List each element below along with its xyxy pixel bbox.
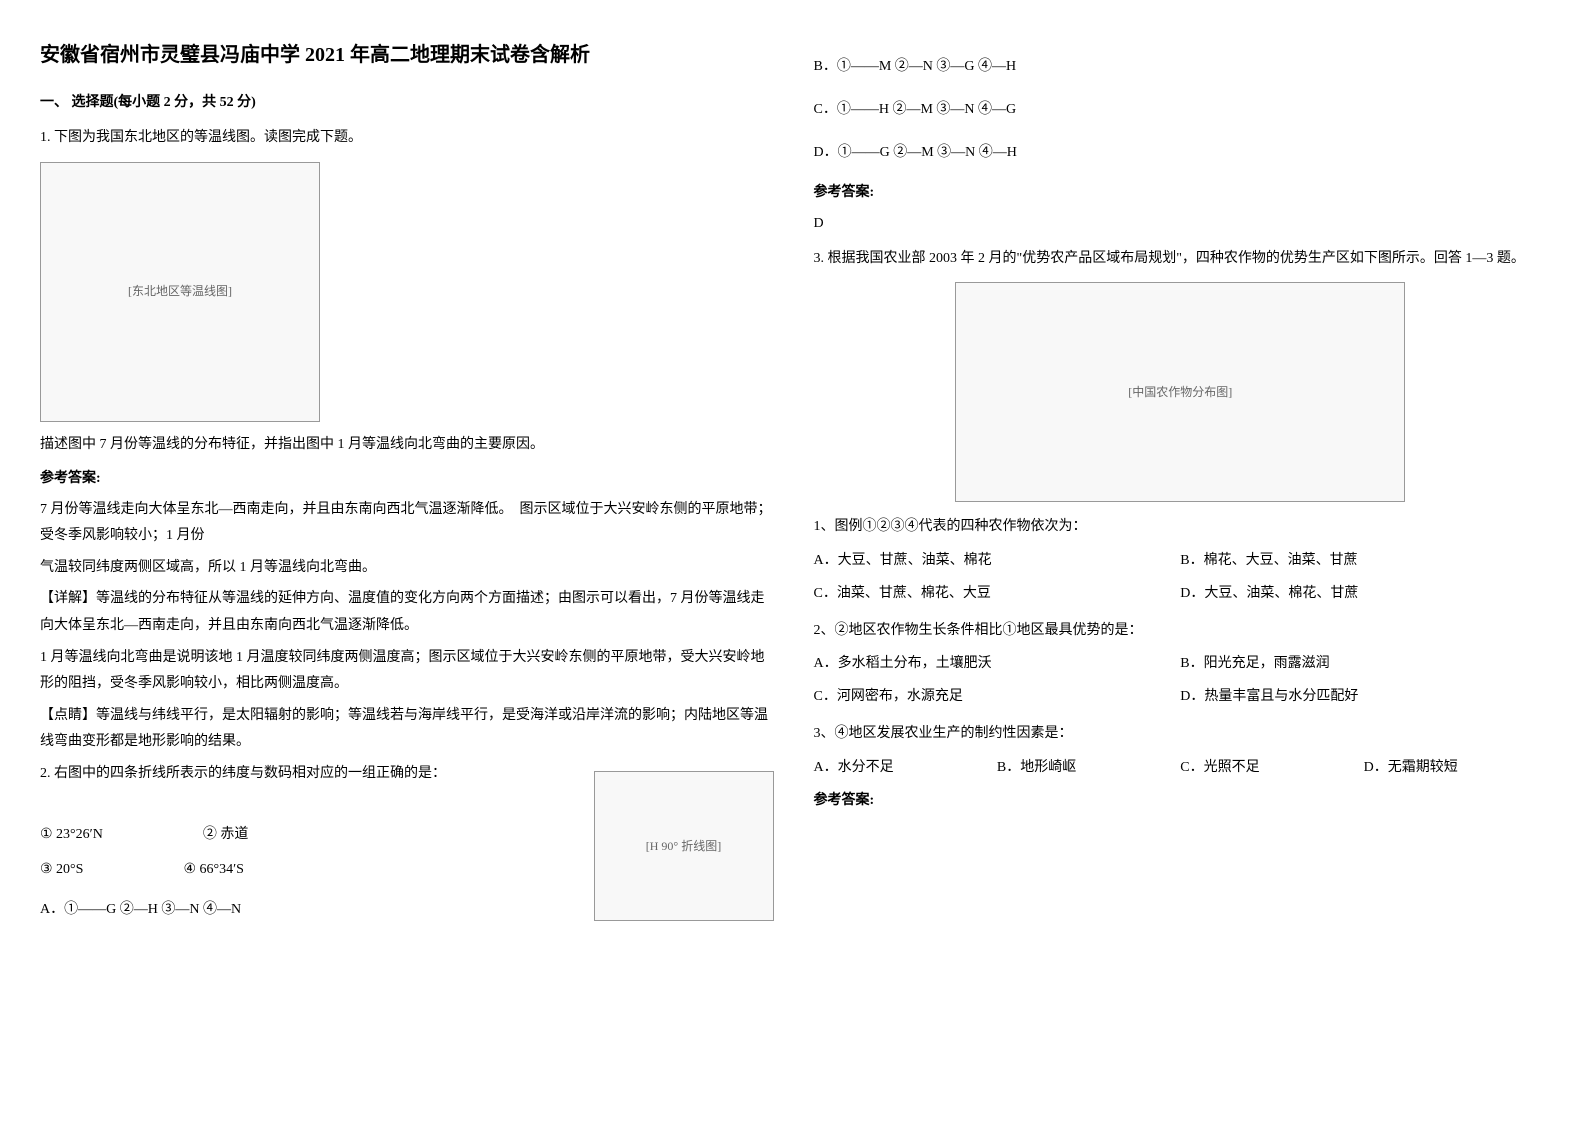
q3-sub3-opt-b: B．地形崎岖: [997, 755, 1180, 780]
q3-sub3-opt-d: D．无霜期较短: [1364, 755, 1547, 780]
q2-options-row-2: ③ 20°S ④ 66°34′S: [40, 857, 584, 884]
q3-sub1-row2: C．油菜、甘蔗、棉花、大豆 D．大豆、油菜、棉花、甘蔗: [814, 581, 1548, 606]
q3-agri-image: [中国农作物分布图]: [955, 282, 1405, 502]
q3-sub1-text: 1、图例①②③④代表的四种农作物依次为：: [814, 514, 1548, 539]
q1-explain-3: 【点睛】等温线与纬线平行，是太阳辐射的影响；等温线若与海岸线平行，是受海洋或沿岸…: [40, 703, 774, 756]
q3-sub2-opt-c: C．河网密布，水源充足: [814, 684, 1181, 709]
q2-opt-d: D．①——G ②—M ③—N ④—H: [814, 138, 1548, 169]
q3-sub3-opt-a: A．水分不足: [814, 755, 997, 780]
q1-explain-1: 【详解】等温线的分布特征从等温线的延伸方向、温度值的变化方向两个方面描述；由图示…: [40, 586, 774, 639]
q3-answer-label: 参考答案:: [814, 788, 1548, 813]
q3-sub1-opt-a: A．大豆、甘蔗、油菜、棉花: [814, 548, 1181, 573]
left-column: 安徽省宿州市灵璧县冯庙中学 2021 年高二地理期末试卷含解析 一、 选择题(每…: [40, 40, 774, 946]
q3-sub2-opt-d: D．热量丰富且与水分匹配好: [1180, 684, 1547, 709]
q2-opt-2: ② 赤道: [203, 822, 249, 849]
q3-sub3-opt-c: C．光照不足: [1180, 755, 1363, 780]
q3-sub1-opt-d: D．大豆、油菜、棉花、甘蔗: [1180, 581, 1547, 606]
q2-opt-b: B．①——M ②—N ③—G ④—H: [814, 52, 1548, 83]
q2-block: [H 90° 折线图] 2. 右图中的四条折线所表示的纬度与数码相对应的一组正确…: [40, 761, 774, 938]
q2-opt-1: ① 23°26′N: [40, 822, 103, 849]
q3-intro: 3. 根据我国农业部 2003 年 2 月的"优势农产品区域布局规划"，四种农作…: [814, 246, 1548, 273]
section-1-header: 一、 选择题(每小题 2 分，共 52 分): [40, 90, 774, 115]
q2-chart-image: [H 90° 折线图]: [594, 771, 774, 921]
q1-explain-2: 1 月等温线向北弯曲是说明该地 1 月温度较同纬度两侧温度高；图示区域位于大兴安…: [40, 645, 774, 698]
q3-sub2-opt-b: B．阳光充足，雨露滋润: [1180, 651, 1547, 676]
q1-answer-2: 气温较同纬度两侧区域高，所以 1 月等温线向北弯曲。: [40, 555, 774, 582]
q2-opt-c: C．①——H ②—M ③—N ④—G: [814, 95, 1548, 126]
right-column: B．①——M ②—N ③—G ④—H C．①——H ②—M ③—N ④—G D．…: [814, 40, 1548, 946]
q3-sub2-row1: A．多水稻土分布，土壤肥沃 B．阳光充足，雨露滋润: [814, 651, 1548, 676]
q2-image-label: [H 90° 折线图]: [646, 835, 721, 858]
q3-sub1-row1: A．大豆、甘蔗、油菜、棉花 B．棉花、大豆、油菜、甘蔗: [814, 548, 1548, 573]
q1-question: 描述图中 7 月份等温线的分布特征，并指出图中 1 月等温线向北弯曲的主要原因。: [40, 432, 774, 459]
q2-opt-4: ④ 66°34′S: [183, 857, 244, 884]
q3-sub1-opt-b: B．棉花、大豆、油菜、甘蔗: [1180, 548, 1547, 573]
q3-sub1-opt-c: C．油菜、甘蔗、棉花、大豆: [814, 581, 1181, 606]
q2-answer-label: 参考答案:: [814, 180, 1548, 205]
q1-answer-label: 参考答案:: [40, 466, 774, 491]
q3-sub2-opt-a: A．多水稻土分布，土壤肥沃: [814, 651, 1181, 676]
q1-image-label: [东北地区等温线图]: [128, 281, 232, 303]
q3-sub2-row2: C．河网密布，水源充足 D．热量丰富且与水分匹配好: [814, 684, 1548, 709]
q2-answer: D: [814, 211, 1548, 236]
q3-image-label: [中国农作物分布图]: [1128, 382, 1232, 404]
q1-answer-1: 7 月份等温线走向大体呈东北—西南走向，并且由东南向西北气温逐渐降低。 图示区域…: [40, 497, 774, 550]
q2-options-row-1: ① 23°26′N ② 赤道: [40, 822, 584, 849]
q1-intro: 1. 下图为我国东北地区的等温线图。读图完成下题。: [40, 125, 774, 152]
q3-sub2-text: 2、②地区农作物生长条件相比①地区最具优势的是：: [814, 618, 1548, 643]
exam-title: 安徽省宿州市灵璧县冯庙中学 2021 年高二地理期末试卷含解析: [40, 40, 774, 70]
q1-map-image: [东北地区等温线图]: [40, 162, 320, 422]
q3-sub3-text: 3、④地区发展农业生产的制约性因素是：: [814, 721, 1548, 746]
q2-opt-3: ③ 20°S: [40, 857, 83, 884]
q3-sub3-row: A．水分不足 B．地形崎岖 C．光照不足 D．无霜期较短: [814, 755, 1548, 780]
